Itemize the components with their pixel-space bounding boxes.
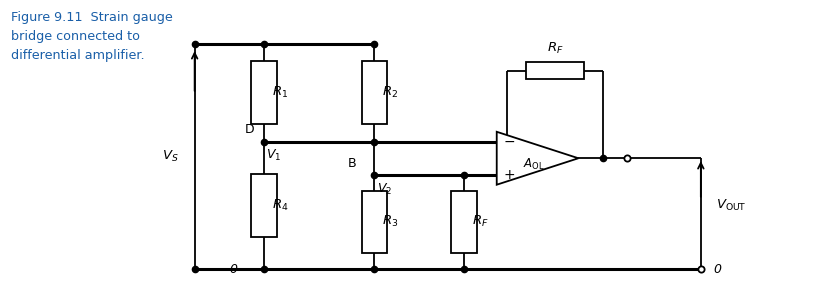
Bar xyxy=(362,61,387,124)
Text: +: + xyxy=(503,168,515,182)
Text: $R_F$: $R_F$ xyxy=(472,214,489,230)
Text: $V_{\rm OUT}$: $V_{\rm OUT}$ xyxy=(715,198,746,213)
Bar xyxy=(451,191,477,253)
Text: $V_1$: $V_1$ xyxy=(266,148,282,163)
Bar xyxy=(252,61,277,124)
Text: D: D xyxy=(245,123,254,136)
Text: 0: 0 xyxy=(713,263,721,276)
Text: $R_3$: $R_3$ xyxy=(382,214,399,230)
Bar xyxy=(362,191,387,253)
Text: B: B xyxy=(348,157,356,170)
Text: $R_F$: $R_F$ xyxy=(547,41,563,56)
Polygon shape xyxy=(496,132,579,185)
Text: $V_2$: $V_2$ xyxy=(376,181,392,196)
Text: $R_2$: $R_2$ xyxy=(382,85,399,101)
Text: 0: 0 xyxy=(229,263,237,276)
Text: Figure 9.11  Strain gauge
bridge connected to
differential amplifier.: Figure 9.11 Strain gauge bridge connecte… xyxy=(11,12,173,63)
Text: $R_1$: $R_1$ xyxy=(272,85,289,101)
Bar xyxy=(252,174,277,237)
Bar xyxy=(526,62,584,79)
Text: $V_S$: $V_S$ xyxy=(162,149,178,164)
Text: −: − xyxy=(503,135,515,149)
Text: $R_4$: $R_4$ xyxy=(272,198,289,213)
Text: $A_{\rm OL}$: $A_{\rm OL}$ xyxy=(523,157,544,172)
